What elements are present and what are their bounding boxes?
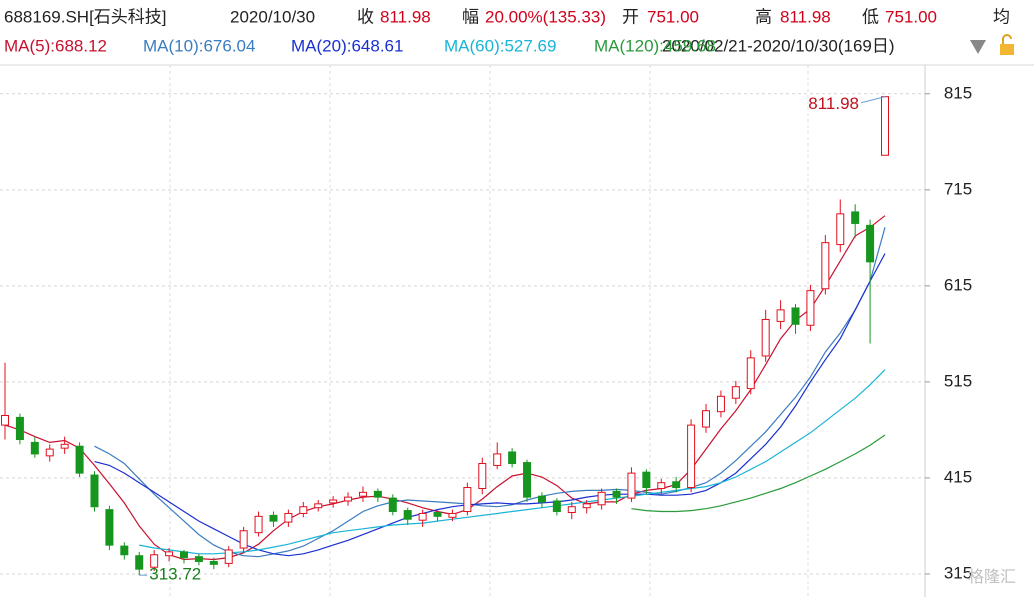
candle-body: [90, 474, 99, 508]
candle-body: [537, 495, 546, 503]
candle-body: [433, 511, 442, 517]
candle-body: [627, 472, 636, 499]
legend-entry: MA(60):527.69: [444, 36, 556, 55]
header-item: 811.98: [780, 7, 831, 26]
ma-line: [631, 434, 886, 513]
header-item: 688169.SH[石头科技]: [4, 7, 167, 26]
y-tick-label: 615: [944, 275, 972, 294]
candle-body: [418, 512, 427, 521]
candle-body: [716, 395, 725, 413]
y-tick-label: 815: [944, 83, 972, 102]
date-range: 2020/02/21-2020/10/30(169日): [662, 36, 895, 55]
candle-body: [403, 510, 412, 520]
dropdown-arrow[interactable]: [970, 40, 986, 54]
candle-body: [373, 490, 382, 498]
candle-body: [60, 443, 69, 449]
legend-entry: MA(10):676.04: [143, 36, 255, 55]
candle-body: [269, 514, 278, 522]
candle-body: [299, 506, 308, 514]
candle-body: [105, 509, 114, 546]
candle-body: [687, 424, 696, 489]
candle-body: [508, 451, 517, 465]
candle-body: [567, 506, 576, 513]
candle-body: [806, 290, 815, 326]
candle-body: [597, 491, 606, 506]
y-tick-label: 315: [944, 563, 972, 582]
y-tick-label: 715: [944, 179, 972, 198]
candle-body: [731, 386, 740, 399]
candle-body: [329, 499, 338, 504]
header-item: 均: [993, 7, 1010, 26]
header-item: 收: [357, 7, 374, 26]
candle-body: [657, 482, 666, 489]
header-item: 高: [755, 7, 772, 26]
candle-body: [851, 211, 860, 224]
candle-body: [388, 497, 397, 513]
candle-body: [224, 549, 233, 564]
ma-line: [139, 369, 886, 555]
candle-body: [493, 453, 502, 466]
candle-body: [344, 496, 353, 502]
y-tick-label: 415: [944, 467, 972, 486]
candle-body: [239, 530, 248, 549]
candle-body: [836, 213, 845, 246]
candle-body: [209, 560, 218, 565]
candle-body: [284, 512, 293, 523]
candle-body: [30, 441, 39, 455]
candle-body: [612, 490, 621, 498]
candle-body: [761, 318, 770, 357]
candle-body: [120, 545, 129, 556]
header-item: 20.00%(135.33): [485, 7, 606, 26]
low-label: 313.72: [149, 565, 201, 584]
candle-body: [179, 551, 188, 559]
candle-body: [254, 515, 263, 534]
header-item: 811.98: [380, 7, 431, 26]
candle-body: [523, 462, 532, 498]
candle-body: [463, 487, 472, 513]
ma-line: [4, 215, 886, 561]
legend-entry: MA(5):688.12: [4, 36, 107, 55]
candle-body: [821, 242, 830, 290]
candle-body: [582, 503, 591, 509]
candle-body: [672, 481, 681, 489]
y-tick-label: 515: [944, 371, 972, 390]
candle-body: [448, 512, 457, 518]
candle-body: [866, 224, 875, 263]
vertical-grid: [169, 65, 809, 597]
candle-body: [75, 445, 84, 474]
legend-entry: MA(20):648.61: [291, 36, 403, 55]
header-item: 751.00: [885, 7, 937, 26]
candle-body: [135, 555, 144, 570]
candle-body: [746, 357, 755, 390]
candle-body: [552, 500, 561, 513]
watermark: 格隆汇: [968, 568, 1016, 586]
header-item: 低: [862, 7, 879, 26]
candle-body: [776, 309, 785, 322]
candle-body: [165, 551, 174, 557]
high-pointer: [860, 96, 886, 104]
candle-body: [791, 307, 800, 325]
ma-line: [94, 253, 886, 557]
candle-body: [642, 471, 651, 489]
high-label: 811.98: [808, 94, 859, 113]
candle-body: [1, 415, 9, 426]
candle-body: [478, 463, 487, 489]
header-item: 幅: [462, 7, 479, 26]
header-item: 751.00: [647, 7, 699, 26]
candle-body: [314, 503, 323, 509]
candle-body: [15, 416, 24, 441]
legend-entry: MA(120):459.68: [594, 36, 716, 55]
header-item: 2020/10/30: [230, 7, 315, 26]
candle-body: [358, 491, 367, 497]
candle-body: [45, 448, 54, 457]
lock-icon[interactable]: [1000, 34, 1014, 55]
candle-body: [702, 410, 711, 428]
candle-body: [881, 96, 889, 156]
header-item: 开: [622, 7, 639, 26]
candle-body: [150, 554, 159, 568]
candle-body: [194, 556, 203, 562]
